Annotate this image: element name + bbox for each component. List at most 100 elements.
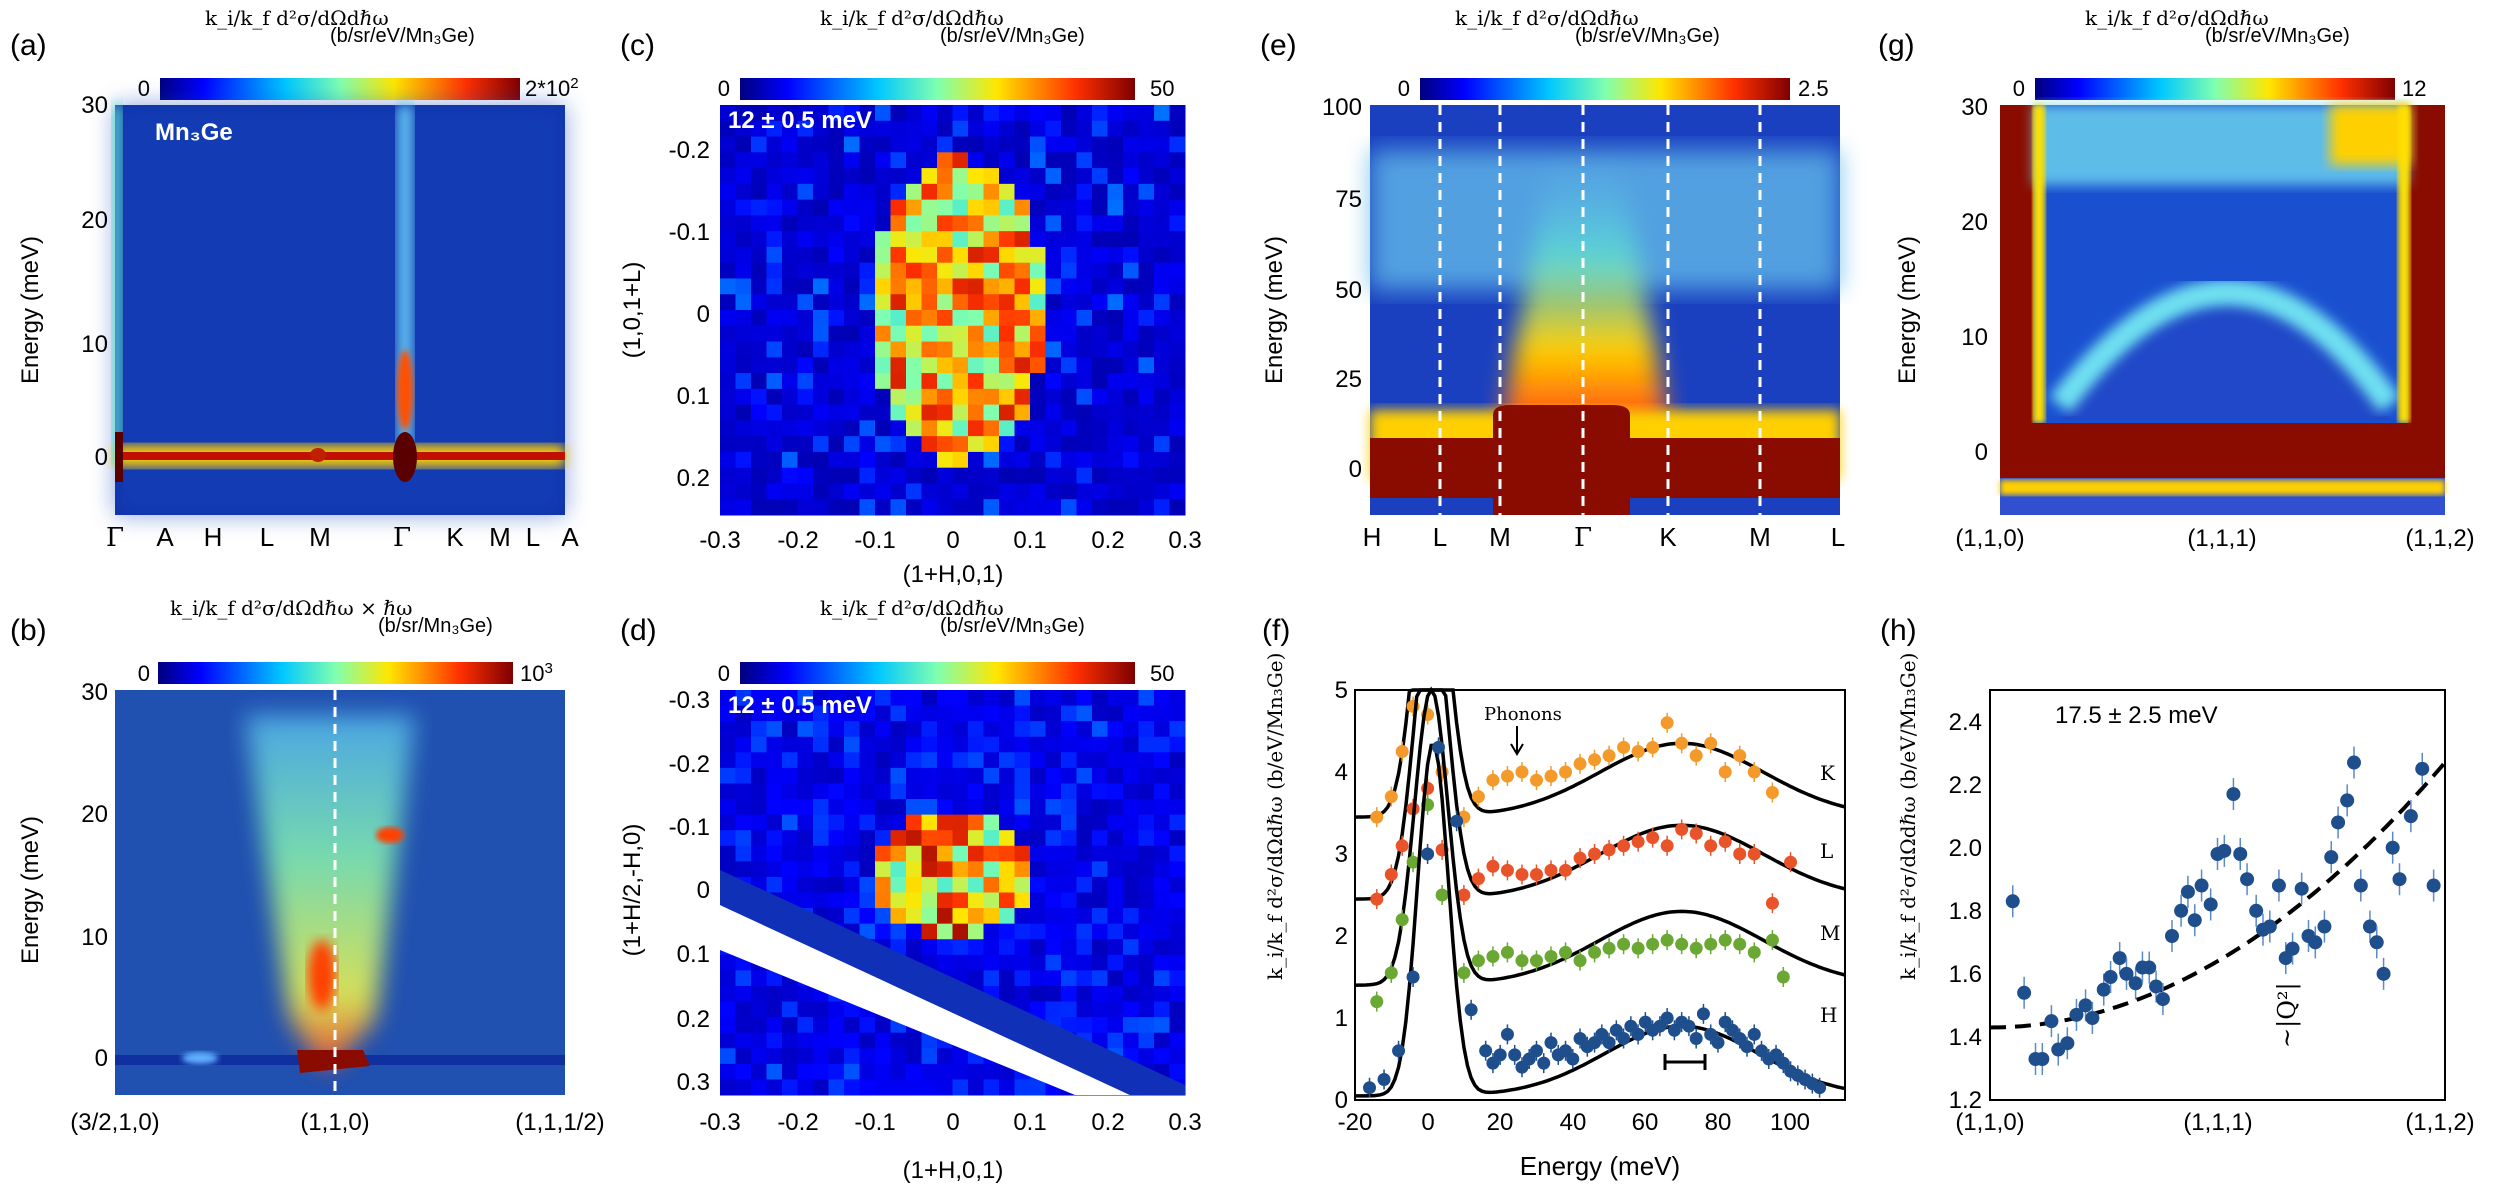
panel-d-cell (1014, 814, 1031, 831)
panel-c-cell (844, 310, 860, 327)
panel-h-ytick: 2.4 (1949, 709, 1982, 736)
panel-d-cell (1076, 752, 1093, 769)
panel-c-cell (921, 499, 938, 516)
panel-f-point-H (1363, 1081, 1377, 1095)
panel-c-cell (797, 231, 814, 248)
panel-c-cell (999, 294, 1015, 311)
panel-f-point-L (1573, 851, 1587, 865)
panel-d-cell (1092, 721, 1108, 738)
panel-c-cell (766, 436, 783, 453)
panel-d-cell (1154, 830, 1170, 847)
panel-c-cell (1014, 215, 1031, 232)
panel-d-cell (1138, 721, 1155, 738)
panel-c-cell (1061, 152, 1077, 169)
panel-d-cell (828, 1063, 845, 1080)
panel-c-cell (1076, 451, 1093, 469)
panel-b-ytick: 20 (81, 801, 108, 828)
panel-d-cell (999, 767, 1015, 784)
panel-d-cell (1092, 783, 1108, 800)
panel-c-cell (844, 436, 860, 453)
panel-d-cell (1045, 814, 1062, 831)
panel-c-cell (1092, 310, 1108, 327)
panel-c-cell (875, 262, 891, 279)
panel-d-cell (1030, 970, 1046, 987)
panel-d-cell (999, 892, 1015, 909)
panel-d-cell (1030, 767, 1046, 784)
panel-h-axes-frame (1989, 689, 2446, 1101)
panel-d-cell (1107, 830, 1124, 847)
panel-c-cell (1169, 278, 1186, 295)
panel-d-cell (921, 1063, 938, 1080)
panel-d-cell (844, 752, 860, 769)
panel-d-cell (921, 690, 938, 707)
panel-b-hot-spot (308, 940, 336, 1010)
panel-d-cell (720, 1017, 736, 1034)
panel-c-cell (1169, 262, 1186, 279)
panel-d-cell (952, 721, 969, 738)
panel-c-cell (906, 168, 922, 185)
panel-d-cell (968, 845, 984, 862)
panel-c-cell (1169, 152, 1186, 169)
panel-d-cell (1138, 845, 1155, 862)
panel-f-ytick: 0 (1335, 1087, 1348, 1114)
panel-c-cell (1138, 483, 1155, 500)
panel-d-cell (983, 845, 1000, 862)
panel-d-cell (999, 861, 1015, 878)
panel-d-cell (937, 752, 953, 769)
panel-d-cell (1123, 1017, 1139, 1034)
panel-c-cell (844, 404, 860, 421)
panel-c-cell (766, 357, 783, 374)
panel-c-cell (890, 357, 907, 374)
panel-c-cell (952, 451, 969, 469)
panel-d-cell (1092, 908, 1108, 925)
panel-b-ylabel: Energy (meV) (17, 816, 44, 964)
panel-c-cell (1076, 310, 1093, 327)
panel-c-cell (735, 278, 752, 295)
panel-d-cell (968, 783, 984, 800)
panel-d-cell (890, 923, 907, 940)
panel-c-cell (1138, 215, 1155, 232)
panel-g-ylabel: Energy (meV) (1894, 236, 1921, 384)
panel-c-cell (1092, 483, 1108, 500)
panel-c-colorbar-formula: k_i/k_f d²σ/dΩdℏω (820, 6, 1004, 30)
panel-d-cell (968, 954, 984, 971)
panel-d-cell (1123, 752, 1139, 769)
panel-b-xtick: (1,1,1/2) (515, 1109, 604, 1136)
panel-d-cell (1061, 908, 1077, 925)
panel-c-cell (952, 120, 969, 138)
panel-c-cell (983, 499, 1000, 516)
panel-c-cell (1123, 436, 1139, 453)
panel-c-cell (751, 420, 767, 437)
panel-d-cell (797, 892, 814, 909)
panel-c-cell (890, 262, 907, 279)
panel-f-point-M (1689, 941, 1703, 955)
panel-c-cell (1169, 310, 1186, 327)
panel-d-cell (751, 705, 767, 722)
panel-c-cell (906, 199, 922, 216)
panel-d-cell (782, 799, 798, 816)
panel-e-gamma-bragg (1493, 405, 1630, 515)
panel-d-cell (1107, 954, 1124, 971)
panel-d-cell (1014, 736, 1031, 753)
panel-b-ytick: 0 (95, 1045, 108, 1072)
panel-c-cell (797, 420, 814, 437)
panel-d-cell (1076, 985, 1093, 1003)
panel-d-cell (828, 799, 845, 816)
panel-c-cell (937, 120, 953, 138)
panel-d-cell (797, 767, 814, 784)
panel-c-cell (1092, 451, 1108, 469)
panel-c-cell (859, 451, 876, 469)
panel-c-cell (1169, 199, 1186, 216)
panel-d-cell (1138, 783, 1155, 800)
panel-c-cell (813, 483, 829, 500)
panel-c-cell (1092, 152, 1108, 169)
panel-d-cell (999, 939, 1015, 956)
panel-d-cell (890, 1048, 907, 1065)
panel-d-cell (813, 721, 829, 738)
panel-d-cell (1014, 690, 1031, 707)
panel-c-cell (1061, 483, 1077, 500)
panel-c-cell (906, 467, 922, 484)
panel-c-cell (983, 310, 1000, 327)
panel-c-cell (859, 120, 876, 138)
panel-f-point-K (1747, 765, 1761, 779)
